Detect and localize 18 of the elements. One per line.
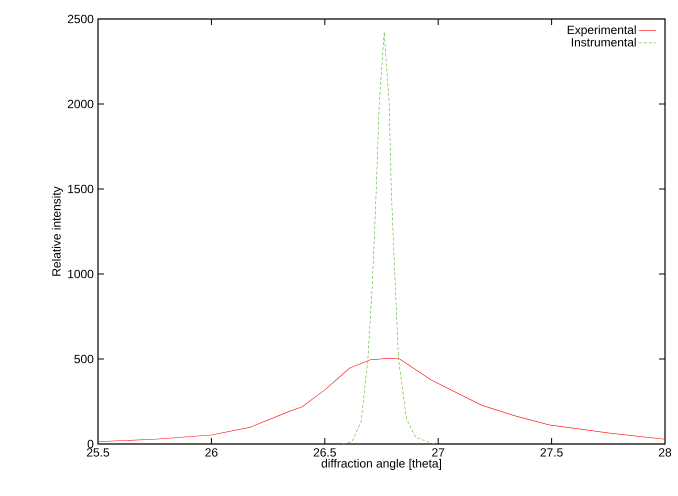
x-tick-label: 26: [205, 448, 218, 457]
y-tick-label: 0: [88, 440, 94, 448]
legend-label: Instrumental: [572, 38, 636, 47]
x-tick-label: 28: [658, 448, 672, 457]
y-tick-label: 2500: [68, 14, 94, 24]
x-tick-label: 27.5: [540, 448, 563, 457]
y-tick-label: 1500: [68, 184, 94, 194]
line-series: [98, 358, 666, 442]
x-axis-title: diffraction angle [theta]: [322, 458, 441, 470]
y-axis-title: Relative intensity: [52, 186, 64, 276]
legend-label: Experimental: [568, 25, 636, 36]
y-tick-label: 500: [74, 354, 94, 364]
y-tick-label: 1000: [68, 270, 94, 278]
x-tick-label: 27: [432, 448, 444, 457]
x-tick-label: 26.5: [314, 448, 336, 457]
x-tick-label: 25.5: [86, 448, 110, 457]
y-tick-label: 2000: [68, 100, 94, 108]
line-series: [342, 32, 434, 444]
